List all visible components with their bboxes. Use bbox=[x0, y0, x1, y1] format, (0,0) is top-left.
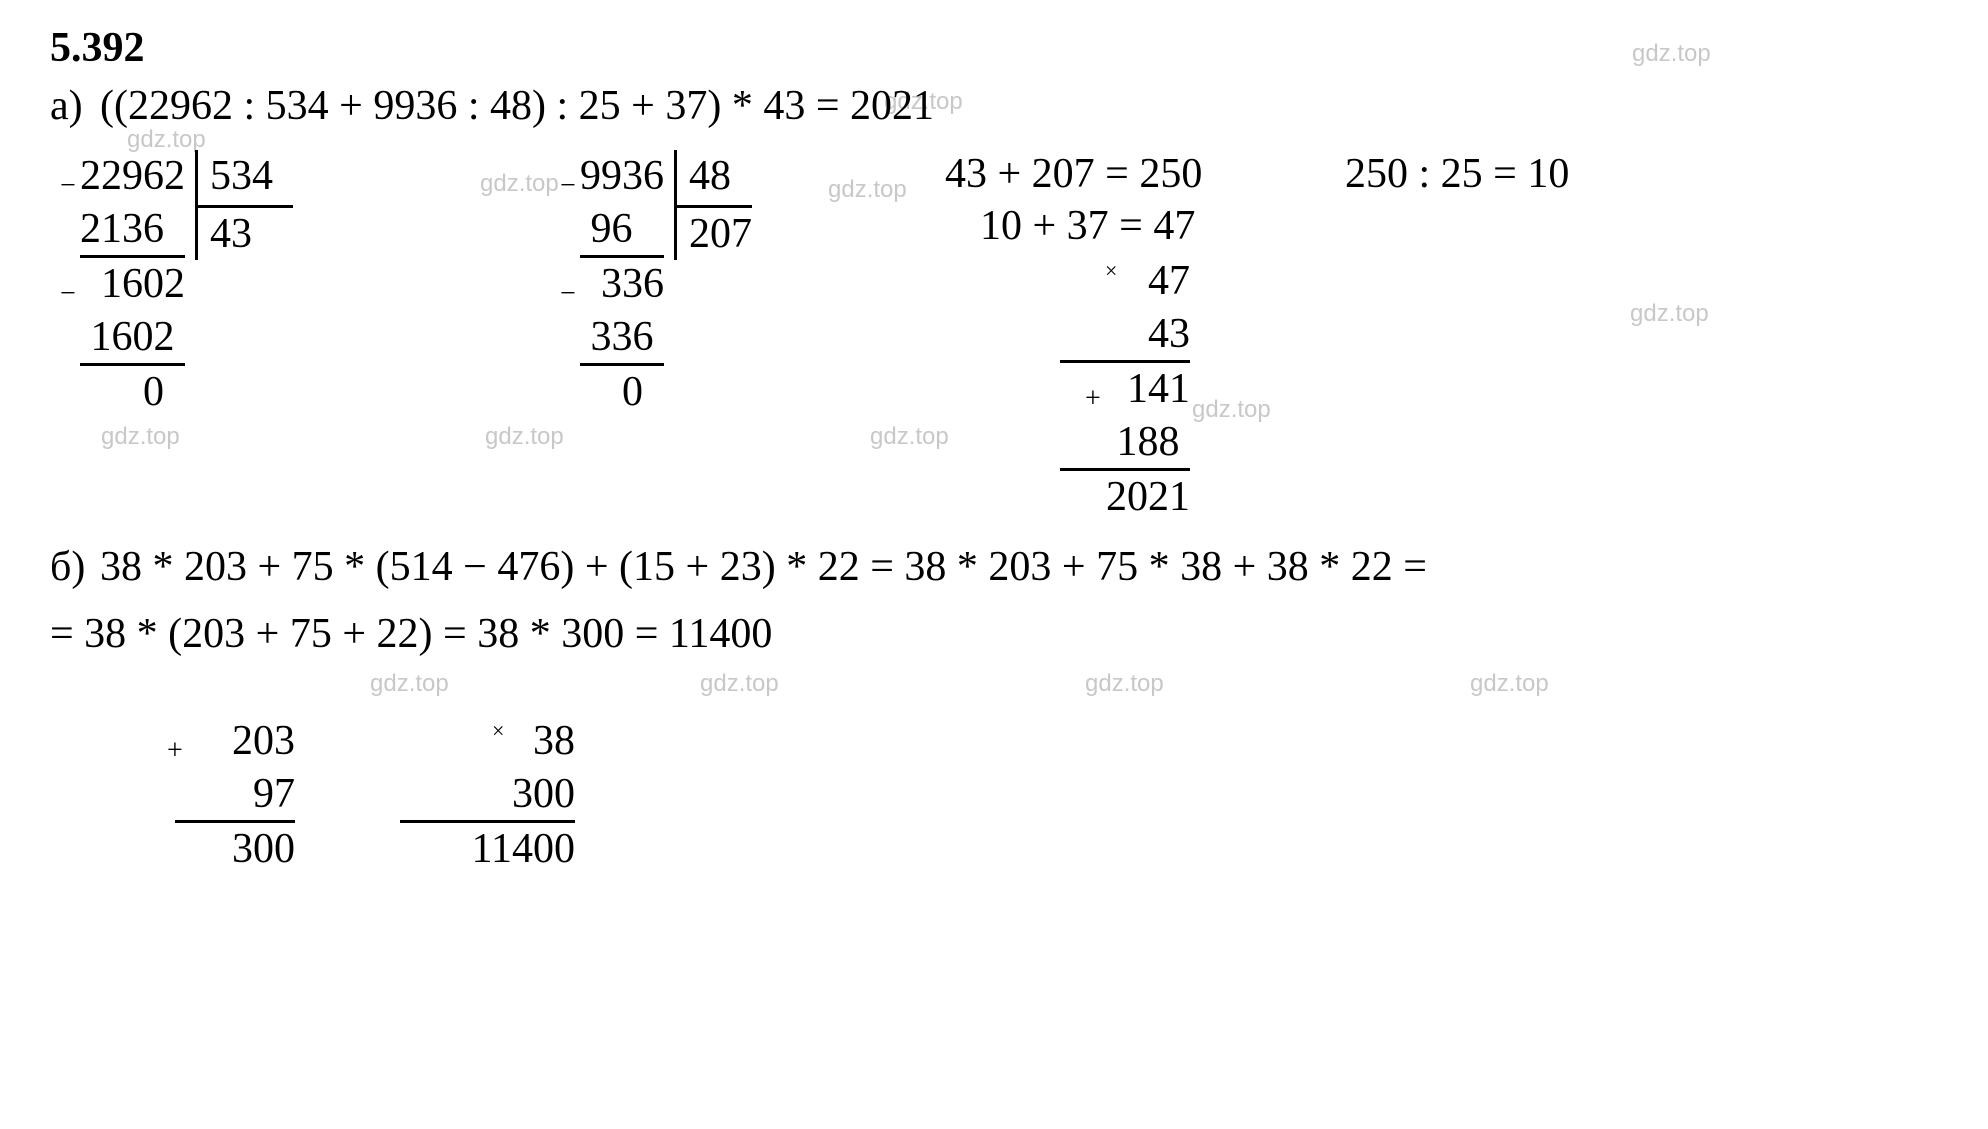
div1-divisor: 534 bbox=[210, 153, 273, 199]
div2-divisor: 48 bbox=[689, 153, 731, 199]
div2-quotient: 207 bbox=[689, 211, 752, 257]
division-1: −22962 2136 −1602 1602 0 534 43 bbox=[80, 150, 293, 419]
multb-a: 38 bbox=[533, 718, 575, 764]
div2-remainder: 0 bbox=[622, 369, 643, 415]
mult-b: 43 bbox=[1148, 311, 1190, 357]
watermark: gdz.top bbox=[1630, 300, 1709, 328]
multiplication-b: ×38 300 11400 bbox=[400, 715, 575, 876]
multiplication-a: ×47 43 +141 188 2021 bbox=[1060, 255, 1190, 524]
multb-result: 11400 bbox=[472, 826, 575, 872]
watermark: gdz.top bbox=[101, 423, 180, 451]
div1-quotient: 43 bbox=[210, 211, 252, 257]
div1-step1-sub: 2136 bbox=[80, 206, 164, 252]
addition-b: +203 97 300 bbox=[175, 715, 295, 876]
part-a-expression: ((22962 : 534 + 9936 : 48) : 25 + 37) * … bbox=[100, 82, 934, 130]
mult-p1: 141 bbox=[1127, 366, 1190, 412]
div2-step1-sub: 96 bbox=[591, 206, 633, 252]
part-a-label: а) bbox=[50, 82, 83, 130]
watermark: gdz.top bbox=[1470, 670, 1549, 698]
add-b: 97 bbox=[253, 771, 295, 817]
watermark: gdz.top bbox=[828, 176, 907, 204]
div2-step2: 336 bbox=[601, 261, 664, 307]
div1-step2-sub: 1602 bbox=[91, 314, 175, 360]
div2-dividend: 9936 bbox=[580, 153, 664, 199]
part-b-line1: 38 * 203 + 75 * (514 − 476) + (15 + 23) … bbox=[100, 543, 1427, 591]
add-result: 300 bbox=[232, 826, 295, 872]
div2-step2-sub: 336 bbox=[591, 314, 654, 360]
problem-number: 5.392 bbox=[50, 24, 145, 72]
div1-step2: 1602 bbox=[101, 261, 185, 307]
watermark: gdz.top bbox=[370, 670, 449, 698]
mult-result: 2021 bbox=[1106, 474, 1190, 520]
watermark: gdz.top bbox=[1192, 396, 1271, 424]
mult-p2: 188 bbox=[1117, 419, 1180, 465]
watermark: gdz.top bbox=[485, 423, 564, 451]
add-a: 203 bbox=[232, 718, 295, 764]
side-calc-1: 43 + 207 = 250 bbox=[945, 150, 1202, 198]
watermark: gdz.top bbox=[1085, 670, 1164, 698]
part-b-line2: = 38 * (203 + 75 + 22) = 38 * 300 = 1140… bbox=[50, 610, 772, 658]
div1-remainder: 0 bbox=[143, 369, 164, 415]
part-b-label: б) bbox=[50, 543, 85, 591]
watermark: gdz.top bbox=[1632, 40, 1711, 68]
side-calc-3: 10 + 37 = 47 bbox=[980, 202, 1195, 250]
mult-a: 47 bbox=[1148, 258, 1190, 304]
watermark: gdz.top bbox=[870, 423, 949, 451]
multb-b: 300 bbox=[512, 771, 575, 817]
division-2: −9936 96 −336 336 0 48 207 bbox=[580, 150, 752, 419]
div1-dividend: 22962 bbox=[80, 153, 185, 199]
watermark: gdz.top bbox=[480, 170, 559, 198]
side-calc-2: 250 : 25 = 10 bbox=[1345, 150, 1569, 198]
watermark: gdz.top bbox=[700, 670, 779, 698]
